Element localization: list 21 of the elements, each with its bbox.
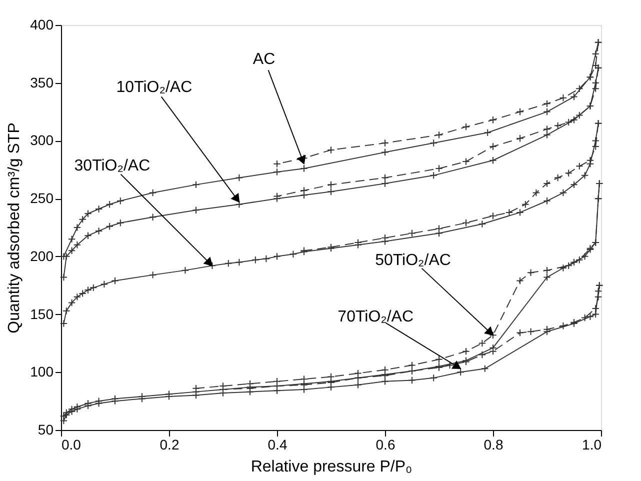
x-tick-label: 0.8 [484, 436, 504, 452]
x-tick-label: 0.6 [376, 436, 396, 452]
y-tick-label: 150 [30, 306, 54, 322]
y-tick-label: 250 [30, 190, 54, 206]
x-tick-label: 0.2 [160, 436, 180, 452]
x-tick-label: 0.0 [62, 436, 82, 452]
y-tick-label: 200 [30, 248, 54, 264]
y-tick-label: 50 [38, 422, 54, 438]
annotation: 50TiO₂/AC [375, 252, 451, 270]
x-axis-title: Relative pressure P/P₀ [250, 458, 412, 476]
y-tick-label: 400 [30, 16, 54, 32]
x-tick-label: 1.0 [582, 436, 602, 452]
y-tick-label: 300 [30, 132, 54, 148]
y-axis-title: Quantity adsorbed cm³/g STP [6, 122, 24, 334]
annotation: 70TiO₂/AC [338, 308, 414, 326]
y-tick-label: 100 [30, 364, 54, 380]
x-tick-label: 0.4 [268, 436, 288, 452]
y-tick-label: 350 [30, 74, 54, 90]
annotation: 10TiO₂/AC [116, 79, 192, 96]
annotation: 30TiO₂/AC [74, 158, 150, 175]
annotation: AC [252, 50, 276, 68]
